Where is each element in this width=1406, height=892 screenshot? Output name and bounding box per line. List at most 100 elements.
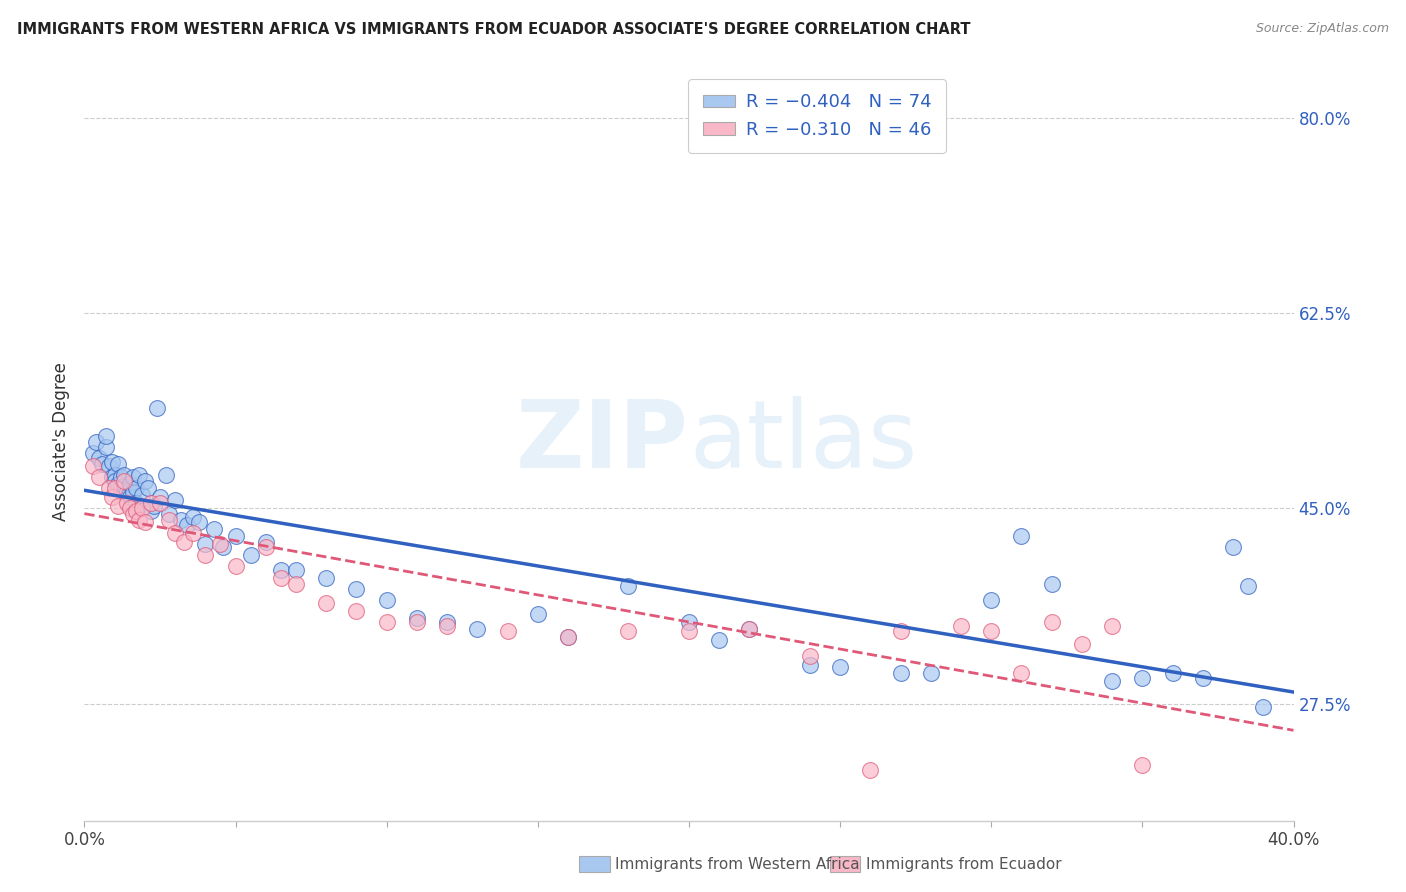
Point	[496, 624, 519, 639]
Point	[118, 501, 141, 516]
Point	[920, 666, 942, 681]
Point	[225, 529, 247, 543]
Point	[104, 481, 127, 495]
Point	[315, 596, 337, 610]
Point	[285, 563, 308, 577]
Point	[104, 474, 127, 488]
Text: IMMIGRANTS FROM WESTERN AFRICA VS IMMIGRANTS FROM ECUADOR ASSOCIATE'S DEGREE COR: IMMIGRANTS FROM WESTERN AFRICA VS IMMIGR…	[17, 22, 970, 37]
Point	[149, 490, 172, 504]
Point	[188, 515, 211, 529]
Point	[100, 454, 122, 468]
Point	[118, 476, 141, 491]
Point	[436, 615, 458, 630]
Point	[139, 503, 162, 517]
Point	[128, 467, 150, 482]
Point	[1071, 637, 1094, 651]
Point	[131, 488, 153, 502]
Point	[315, 571, 337, 585]
Point	[1253, 699, 1275, 714]
Text: ZIP: ZIP	[516, 395, 689, 488]
Point	[100, 470, 122, 484]
Point	[115, 496, 138, 510]
Point	[146, 401, 169, 415]
Text: Immigrants from Western Africa: Immigrants from Western Africa	[616, 857, 860, 871]
Point	[859, 764, 882, 778]
Point	[115, 484, 138, 499]
Point	[254, 534, 277, 549]
Point	[436, 618, 458, 632]
Point	[118, 490, 141, 504]
Point	[112, 467, 135, 482]
Point	[125, 481, 148, 495]
Point	[82, 445, 104, 460]
Point	[100, 490, 122, 504]
Point	[617, 624, 640, 639]
Point	[890, 624, 912, 639]
Point	[270, 571, 292, 585]
Point	[1237, 580, 1260, 594]
Point	[157, 512, 180, 526]
Point	[134, 515, 156, 529]
Point	[125, 503, 148, 517]
Point	[155, 467, 177, 482]
Point	[950, 618, 973, 632]
Point	[165, 525, 187, 540]
Point	[678, 615, 700, 630]
Point	[1161, 666, 1184, 681]
Point	[830, 660, 852, 674]
Point	[107, 499, 129, 513]
Point	[346, 582, 368, 596]
Point	[131, 501, 153, 516]
Point	[254, 541, 277, 555]
Point	[980, 592, 1002, 607]
Point	[1011, 529, 1033, 543]
Point	[1130, 671, 1153, 685]
Point	[121, 484, 143, 499]
Point	[1192, 671, 1215, 685]
Point	[165, 492, 187, 507]
Point	[139, 496, 162, 510]
Point	[128, 499, 150, 513]
Point	[212, 541, 235, 555]
Point	[346, 604, 368, 618]
Point	[1011, 666, 1033, 681]
Point	[209, 537, 232, 551]
Point	[89, 470, 111, 484]
Point	[375, 592, 398, 607]
Point	[86, 434, 108, 449]
Point	[107, 476, 129, 491]
Point	[157, 507, 180, 521]
Text: atlas: atlas	[689, 395, 917, 488]
Point	[375, 615, 398, 630]
Point	[136, 481, 159, 495]
Point	[110, 481, 132, 495]
Point	[527, 607, 550, 622]
Point	[173, 534, 195, 549]
Point	[617, 580, 640, 594]
Point	[202, 521, 225, 535]
Point	[738, 622, 761, 636]
Point	[104, 467, 127, 482]
Point	[285, 577, 308, 591]
Point	[194, 537, 217, 551]
Point	[82, 458, 104, 473]
Point	[112, 474, 135, 488]
Point	[94, 440, 117, 454]
Point	[225, 559, 247, 574]
Point	[194, 548, 217, 563]
Point	[890, 666, 912, 681]
Point	[97, 458, 120, 473]
Point	[125, 496, 148, 510]
Point	[112, 479, 135, 493]
Text: Immigrants from Ecuador: Immigrants from Ecuador	[866, 857, 1062, 871]
Point	[1101, 618, 1123, 632]
Point	[1101, 674, 1123, 689]
Point	[142, 499, 165, 513]
Point	[1040, 615, 1063, 630]
Point	[134, 474, 156, 488]
Y-axis label: Associate's Degree: Associate's Degree	[52, 362, 70, 521]
Point	[406, 615, 429, 630]
Point	[97, 481, 120, 495]
Point	[557, 630, 579, 644]
Point	[678, 624, 700, 639]
